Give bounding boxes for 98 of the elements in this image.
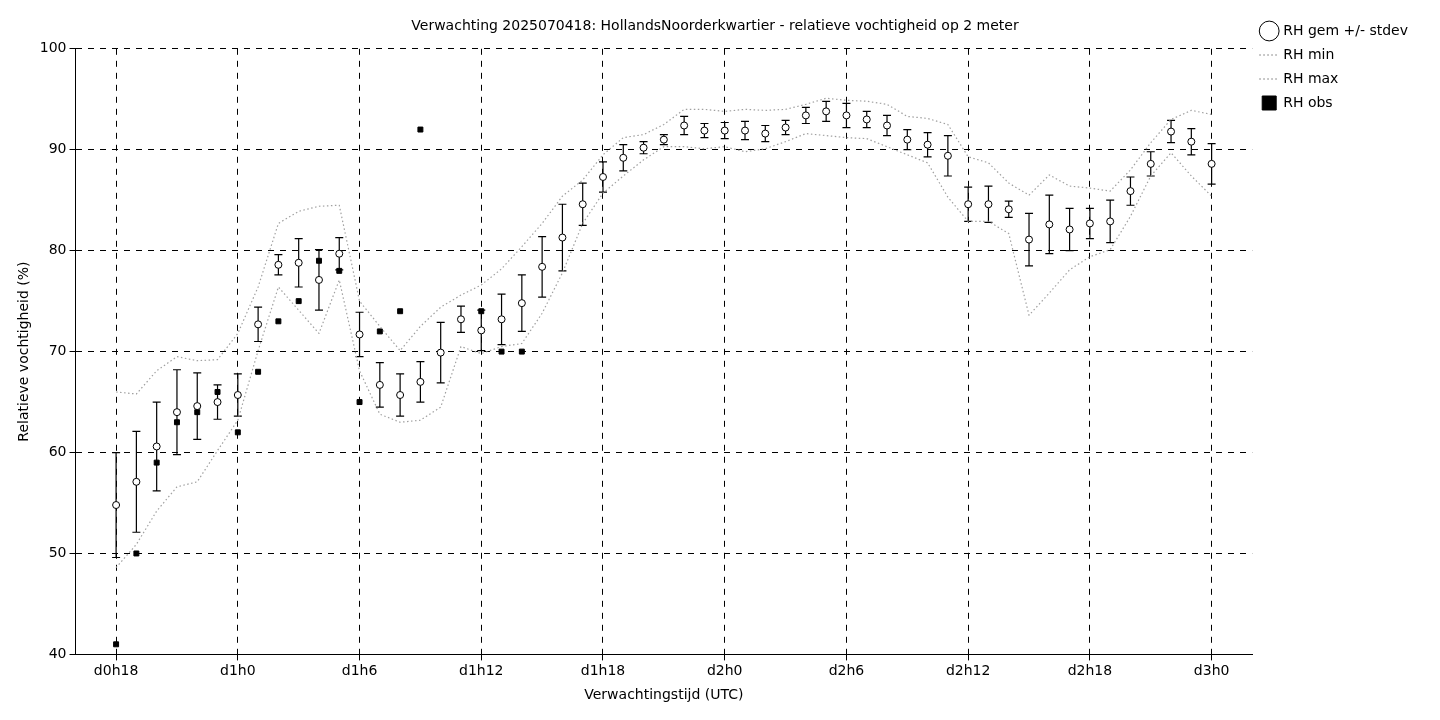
x-tick-label: d2h0: [706, 662, 743, 679]
point: [213, 398, 222, 407]
x-tick-label: d2h18: [1067, 662, 1113, 679]
legend-label: RH gem +/- stdev: [1283, 21, 1408, 38]
point: [1025, 235, 1034, 244]
point: [233, 391, 242, 399]
point: [1207, 159, 1216, 168]
point: [396, 391, 405, 399]
y-tick-label: 40: [48, 645, 67, 662]
point: [842, 111, 851, 120]
point: [741, 126, 750, 135]
point: [943, 151, 952, 160]
chart-title: Verwachting 2025070418: HollandsNoorderkwartier - relatieve vochtigheid op 2 meter: [411, 17, 1019, 34]
point: [720, 126, 729, 135]
point: [152, 442, 161, 451]
point: [822, 107, 831, 116]
point: [336, 267, 343, 274]
point: [1126, 187, 1135, 196]
legend-label: RH obs: [1283, 93, 1333, 110]
point: [1004, 205, 1013, 214]
point: [700, 126, 709, 135]
point: [1065, 225, 1074, 234]
point: [173, 419, 180, 426]
x-tick-label: d1h12: [459, 662, 504, 679]
point: [234, 429, 241, 436]
x-tick-label: d1h6: [341, 662, 378, 679]
y-tick-label: 70: [48, 342, 67, 359]
point: [417, 126, 424, 133]
point: [518, 348, 525, 355]
point: [335, 249, 344, 258]
point: [316, 257, 322, 264]
point: [903, 135, 912, 144]
x-tick-label: d2h6: [828, 662, 865, 679]
point: [598, 172, 607, 181]
point: [801, 111, 810, 120]
legend-label: RH min: [1283, 45, 1335, 62]
point: [923, 140, 932, 149]
point: [517, 299, 526, 308]
line-series: [115, 97, 1213, 395]
x-tick-label: d0h18: [93, 662, 139, 679]
x-tick-label: d1h0: [220, 662, 256, 679]
point: [274, 260, 283, 269]
point: [113, 641, 120, 648]
point: [375, 380, 384, 389]
point: [172, 408, 181, 417]
point: [781, 123, 790, 132]
point: [214, 389, 221, 395]
point: [456, 315, 465, 324]
point: [356, 399, 363, 406]
point: [112, 501, 121, 510]
point: [314, 275, 323, 284]
point: [255, 368, 262, 375]
point: [254, 320, 263, 329]
point: [558, 233, 567, 242]
point: [578, 200, 587, 209]
point: [477, 326, 486, 335]
point: [132, 477, 141, 486]
point: [294, 258, 303, 267]
point: [275, 318, 282, 325]
point: [964, 200, 973, 209]
point: [1146, 159, 1155, 168]
point: [862, 115, 871, 124]
point: [193, 402, 202, 411]
y-tick-label: 100: [39, 39, 67, 56]
point: [194, 409, 201, 416]
point: [1085, 219, 1094, 228]
point: [1167, 127, 1176, 136]
point: [436, 348, 445, 357]
y-tick-label: 60: [48, 443, 67, 460]
point: [761, 129, 770, 138]
point: [984, 200, 993, 209]
point: [1045, 220, 1054, 229]
x-axis-title: Verwachtingstijd (UTC): [584, 686, 744, 703]
x-tick-label: d1h18: [580, 662, 626, 679]
point: [1106, 217, 1115, 226]
point: [619, 153, 628, 162]
point: [497, 315, 506, 324]
point: [153, 459, 160, 466]
point: [133, 550, 140, 557]
point: [295, 298, 302, 305]
x-tick-label: d2h12: [945, 662, 991, 679]
point: [478, 308, 485, 315]
legend-label: RH max: [1283, 69, 1339, 86]
point: [883, 121, 892, 130]
point: [397, 308, 404, 315]
point: [416, 377, 425, 386]
point: [538, 262, 547, 271]
y-axis-title: Relatieve vochtigheid (%): [15, 261, 32, 442]
point: [376, 328, 383, 335]
y-tick-label: 50: [48, 544, 67, 561]
line-series: [115, 132, 1213, 569]
x-tick-label: d3h0: [1193, 662, 1230, 679]
point: [1187, 137, 1196, 146]
point: [498, 348, 505, 355]
y-tick-label: 80: [48, 241, 67, 258]
point: [680, 121, 689, 130]
y-tick-label: 90: [48, 140, 67, 157]
point: [355, 330, 364, 339]
